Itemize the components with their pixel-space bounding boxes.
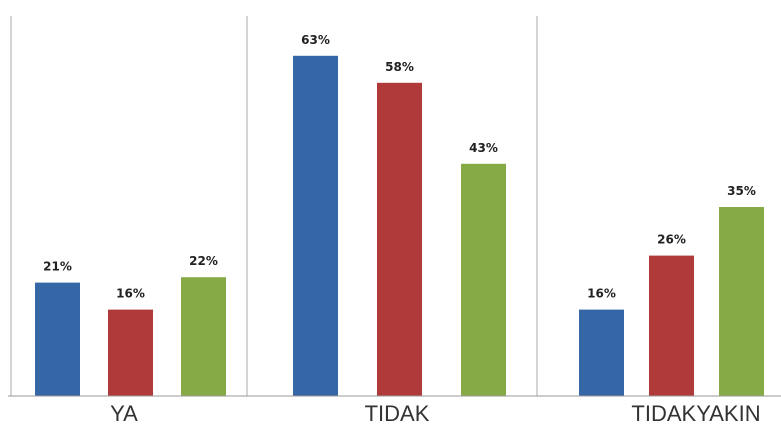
data-label: 21% bbox=[43, 260, 72, 274]
bar bbox=[461, 163, 506, 396]
bar bbox=[649, 255, 694, 396]
data-labels: 21% 16% 22% 63% 58% 43% 16% 26% 35% bbox=[43, 33, 756, 301]
bar bbox=[719, 207, 764, 396]
data-label: 58% bbox=[385, 60, 414, 74]
bar bbox=[293, 55, 338, 397]
data-label: 22% bbox=[189, 254, 218, 268]
bars bbox=[35, 55, 764, 397]
data-label: 63% bbox=[301, 33, 330, 47]
data-label: 16% bbox=[116, 287, 145, 301]
category-separators bbox=[10, 16, 538, 396]
bar bbox=[377, 82, 422, 397]
data-label: 16% bbox=[587, 287, 616, 301]
bar bbox=[181, 277, 226, 396]
bar bbox=[108, 309, 153, 396]
data-label: 26% bbox=[657, 233, 686, 247]
category-labels: YA TIDAK TIDAKYAKIN bbox=[110, 401, 760, 425]
data-label: 43% bbox=[469, 141, 498, 155]
category-label: TIDAKYAKIN bbox=[631, 401, 760, 425]
category-label: TIDAK bbox=[365, 401, 430, 425]
bar bbox=[579, 309, 624, 396]
category-label: YA bbox=[110, 401, 138, 425]
bar bbox=[35, 282, 80, 396]
data-label: 35% bbox=[727, 184, 756, 198]
